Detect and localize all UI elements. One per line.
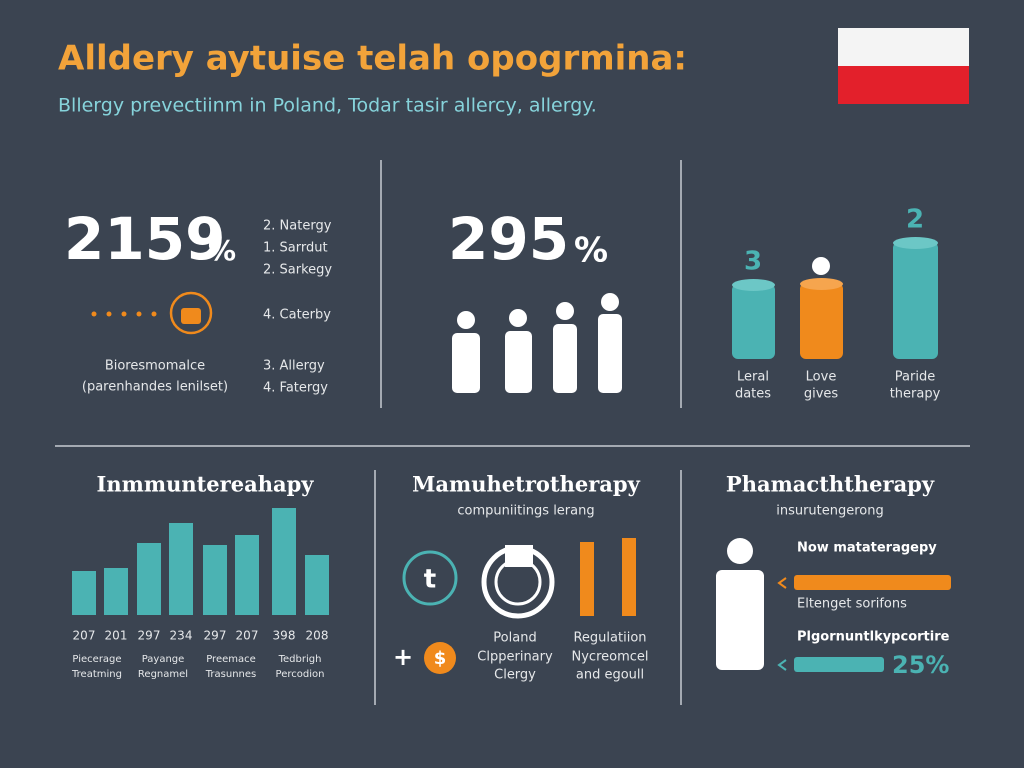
column-label: Leral bbox=[737, 370, 769, 385]
people-icons bbox=[452, 293, 622, 393]
label: Clergy bbox=[494, 668, 536, 683]
bar-number: 234 bbox=[170, 629, 193, 643]
coin bbox=[424, 642, 456, 674]
column-label: dates bbox=[735, 387, 771, 402]
bar-label: Regnamel bbox=[138, 669, 188, 680]
bar-label: Preemace bbox=[206, 654, 256, 665]
subheading: insurutengerong bbox=[776, 504, 884, 519]
bar-label: Piecerage bbox=[72, 654, 121, 665]
heading: Inmmuntereahapy bbox=[97, 472, 315, 497]
list-item: 3. Allergy bbox=[263, 359, 325, 374]
bar-shape bbox=[794, 575, 951, 590]
icon-letter: t bbox=[424, 565, 436, 595]
bar-label: Tedbrigh bbox=[278, 654, 322, 665]
bar-label: Trasunnes bbox=[205, 669, 256, 680]
subheading: compuniitings lerang bbox=[457, 504, 594, 519]
bar-number: 207 bbox=[236, 629, 259, 643]
globe-icon bbox=[481, 545, 555, 619]
column-label: therapy bbox=[890, 387, 941, 402]
list-item: 4. Fatergy bbox=[263, 381, 328, 396]
label: Nycreomcel bbox=[572, 650, 649, 665]
column-label: gives bbox=[804, 387, 839, 402]
caption: (parenhandes lenilset) bbox=[82, 380, 228, 395]
column-label: Paride bbox=[895, 370, 935, 385]
subtitle: Bllergy prevectiinm in Poland, Todar tas… bbox=[58, 95, 597, 117]
bar-label: Payange bbox=[142, 654, 185, 665]
currency: $ bbox=[434, 648, 447, 669]
list-item: 1. Sarrdut bbox=[263, 241, 328, 256]
list-item: 2. Sarkegy bbox=[263, 263, 332, 278]
label: Regulatiion bbox=[573, 631, 646, 646]
list-item: 4. Caterby bbox=[263, 308, 331, 323]
arrow bbox=[777, 659, 787, 671]
plus: + bbox=[393, 643, 413, 671]
item: Now matateragepy bbox=[797, 541, 937, 556]
person-icon bbox=[716, 538, 764, 670]
arrow bbox=[777, 577, 787, 589]
column-label: 2 bbox=[906, 205, 924, 235]
stat-unit: % bbox=[574, 231, 608, 271]
dots bbox=[91, 311, 157, 317]
bar-label: Percodion bbox=[276, 669, 325, 680]
icon bbox=[169, 291, 213, 335]
bar-number: 398 bbox=[273, 629, 296, 643]
label: Clpperinary bbox=[477, 650, 553, 665]
list-item: 2. Natergy bbox=[263, 219, 332, 234]
item: Plgornuntlkypcortire bbox=[797, 630, 950, 645]
column-label: 3 bbox=[744, 247, 762, 277]
stat: 2159 bbox=[64, 205, 225, 273]
bar-number: 208 bbox=[306, 629, 329, 643]
bars bbox=[72, 508, 329, 615]
bar-shape bbox=[794, 657, 884, 672]
stat: 25% bbox=[892, 651, 949, 679]
column-label: Love bbox=[806, 370, 837, 385]
stat: 295 bbox=[448, 205, 569, 273]
bar-label: Treatming bbox=[71, 669, 122, 680]
flag bbox=[838, 28, 969, 104]
bar-number: 207 bbox=[73, 629, 96, 643]
cylinders bbox=[732, 237, 938, 359]
heading: Mamuhetrotherapy bbox=[412, 472, 640, 497]
stat-unit: % bbox=[208, 234, 236, 267]
bar-number: 201 bbox=[105, 629, 128, 643]
label: and egoull bbox=[576, 668, 644, 683]
title: Alldery aytuise telah opogrmina: bbox=[58, 39, 687, 79]
caption: Bioresmomalce bbox=[105, 359, 205, 374]
columns-icon bbox=[580, 538, 636, 616]
icon bbox=[402, 550, 458, 606]
heading: Phamacththerapy bbox=[726, 472, 935, 497]
bar-number: 297 bbox=[204, 629, 227, 643]
label: Poland bbox=[493, 631, 536, 646]
item: Eltenget sorifons bbox=[797, 597, 907, 612]
bar-number: 297 bbox=[138, 629, 161, 643]
